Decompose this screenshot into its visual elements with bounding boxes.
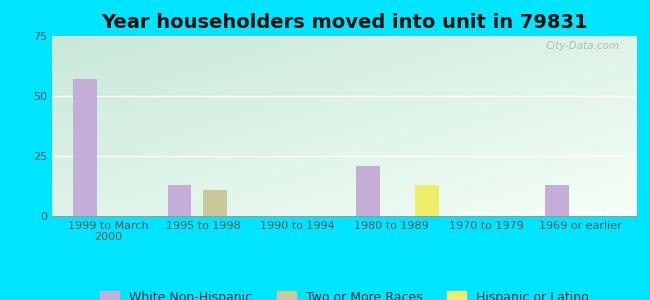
Bar	[73, 79, 97, 216]
Bar	[545, 185, 569, 216]
Bar	[168, 185, 191, 216]
Bar	[415, 185, 439, 216]
Legend: White Non-Hispanic, Two or More Races, Hispanic or Latino: White Non-Hispanic, Two or More Races, H…	[100, 291, 589, 300]
Bar	[203, 190, 227, 216]
Text: City-Data.com: City-Data.com	[545, 41, 619, 51]
Title: Year householders moved into unit in 79831: Year householders moved into unit in 798…	[101, 13, 588, 32]
Bar	[356, 166, 380, 216]
